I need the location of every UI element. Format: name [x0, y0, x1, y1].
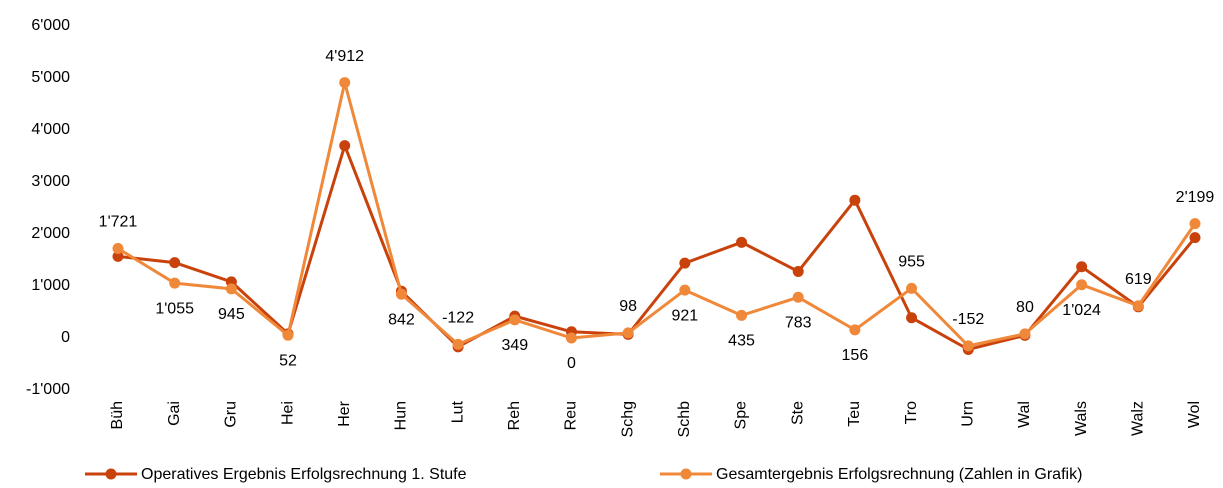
point	[906, 282, 918, 294]
point	[452, 338, 464, 350]
data-label: 156	[842, 347, 869, 364]
data-label: 1'721	[99, 214, 138, 231]
x-tick-label: Tro	[903, 401, 920, 425]
data-label: 80	[1016, 299, 1034, 316]
point	[1019, 328, 1031, 340]
data-label: 842	[388, 311, 415, 328]
x-tick-label: Wol	[1186, 401, 1203, 428]
x-tick-label: Spe	[733, 401, 750, 430]
x-tick-label: Wal	[1016, 401, 1033, 428]
legend-label: Operatives Ergebnis Erfolgsrechnung 1. S…	[141, 466, 467, 483]
data-label: 52	[279, 353, 297, 370]
x-tick-label: Reh	[506, 401, 523, 430]
data-label: 1'055	[155, 300, 194, 317]
legend-marker	[680, 468, 692, 480]
point	[792, 265, 804, 277]
x-tick-label: Büh	[109, 401, 126, 429]
point	[1076, 261, 1088, 273]
legend-marker	[105, 468, 117, 480]
y-tick-label: 0	[61, 329, 70, 346]
data-label: 4'912	[325, 48, 364, 65]
point	[112, 243, 124, 255]
data-label: -122	[442, 310, 474, 327]
point	[849, 324, 861, 336]
series-line	[117, 140, 1197, 352]
x-tick-label: Hei	[279, 401, 296, 425]
x-tick-label: Ste	[789, 401, 806, 425]
data-label: 619	[1125, 271, 1152, 288]
point	[225, 283, 237, 295]
data-label: 1'024	[1062, 302, 1101, 319]
point	[339, 77, 351, 89]
point	[112, 250, 124, 262]
x-tick-label: Her	[336, 400, 353, 426]
data-label: 921	[671, 307, 698, 324]
point	[1189, 218, 1201, 230]
point	[679, 284, 691, 296]
x-tick-label: Walz	[1130, 401, 1147, 436]
point	[962, 340, 974, 352]
series-line	[117, 82, 1197, 348]
x-tick-label: Hun	[393, 401, 410, 430]
x-tick-label: Reu	[563, 401, 580, 430]
x-tick-label: Teu	[846, 401, 863, 427]
point	[736, 236, 748, 248]
point	[339, 140, 351, 152]
point	[1132, 300, 1144, 312]
y-tick-label: 4'000	[31, 121, 70, 138]
data-label: 98	[619, 298, 637, 315]
x-tick-label: Wals	[1073, 401, 1090, 436]
data-label: 0	[567, 355, 576, 372]
data-label: 783	[785, 315, 812, 332]
y-tick-label: 2'000	[31, 225, 70, 242]
y-tick-label: -1'000	[26, 381, 70, 398]
point	[509, 314, 521, 326]
point	[792, 291, 804, 303]
point	[1076, 279, 1088, 291]
x-tick-label: Gru	[223, 401, 240, 428]
point	[169, 277, 181, 289]
data-label: -152	[952, 311, 984, 328]
y-tick-label: 6'000	[31, 17, 70, 34]
data-label: 435	[728, 333, 755, 350]
x-tick-label: Gai	[166, 401, 183, 426]
point	[565, 332, 577, 344]
point	[1189, 232, 1201, 244]
data-label: 2'199	[1176, 189, 1215, 206]
point	[849, 194, 861, 206]
y-tick-label: 5'000	[31, 69, 70, 86]
legend-label: Gesamtergebnis Erfolgsrechnung (Zahlen i…	[716, 466, 1082, 483]
point	[282, 329, 294, 341]
x-tick-label: Schg	[619, 401, 636, 437]
data-label: 955	[898, 254, 925, 271]
x-tick-label: Urn	[959, 401, 976, 427]
x-tick-label: Lut	[449, 400, 466, 423]
point	[679, 257, 691, 269]
x-tick-label: Schb	[676, 401, 693, 438]
y-tick-label: 1'000	[31, 277, 70, 294]
point	[906, 312, 918, 324]
point	[395, 288, 407, 300]
data-label: 349	[501, 337, 528, 354]
y-tick-label: 3'000	[31, 173, 70, 190]
point	[622, 327, 634, 339]
point	[736, 309, 748, 321]
data-label: 945	[218, 306, 245, 323]
point	[169, 257, 181, 269]
